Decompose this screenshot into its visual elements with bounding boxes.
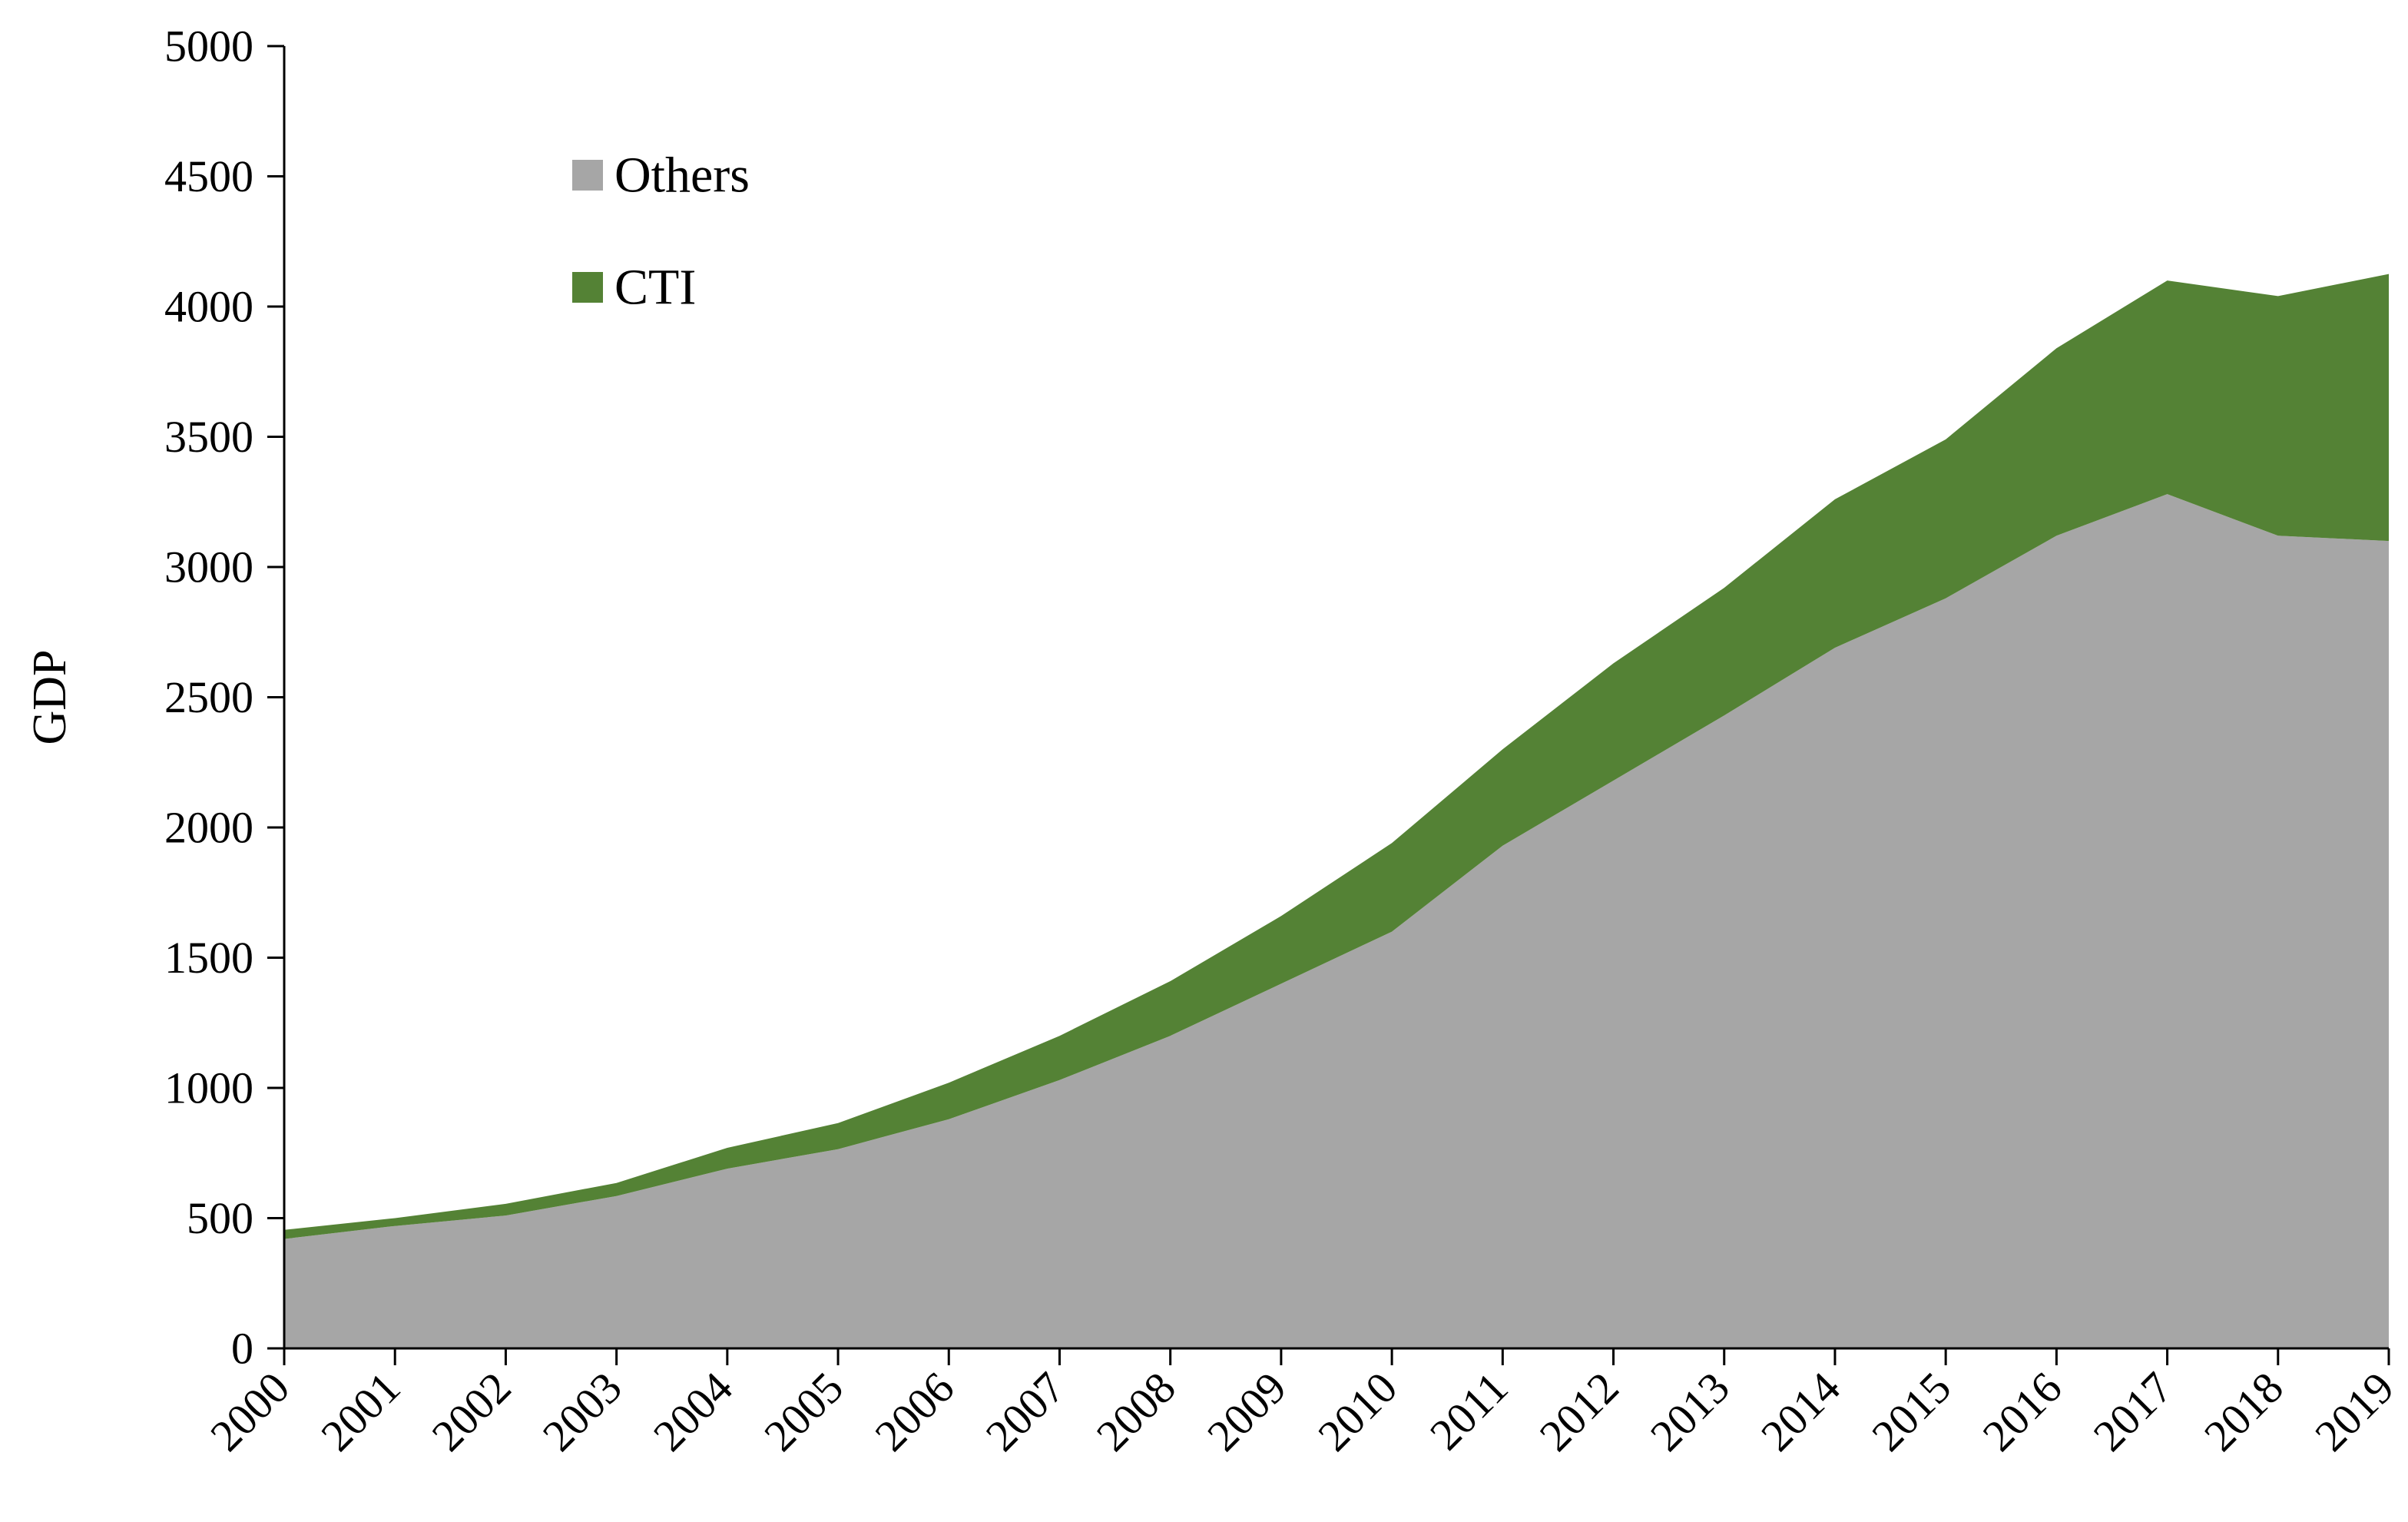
y-tick-label: 1500: [164, 933, 253, 983]
legend-label-cti: CTI: [614, 260, 696, 316]
x-tick-labels: 2000 2001 2002 2003 2004 2005 2006 2007 2008 2009…: [200, 1362, 2403, 1461]
y-tick-label: 3000: [164, 542, 253, 592]
y-tick-label: 3500: [164, 412, 253, 462]
x-tick-label: 2012: [1530, 1362, 1628, 1461]
y-tick-label: 2500: [164, 672, 253, 722]
x-tick-label: 2001: [311, 1362, 409, 1461]
y-tick-label: 4000: [164, 282, 253, 332]
x-tick-label: 2015: [1862, 1362, 1960, 1461]
legend-swatch-others: [572, 160, 603, 191]
area-others: [284, 494, 2389, 1348]
x-tick-label: 2009: [1197, 1362, 1296, 1461]
legend-swatch-cti: [572, 272, 603, 303]
legend: Others CTI: [572, 148, 750, 316]
x-tick-label: 2006: [865, 1362, 963, 1461]
x-tick-label: 2007: [976, 1362, 1075, 1461]
y-axis-title: GDP: [24, 649, 76, 744]
x-tick-label: 2005: [754, 1362, 853, 1461]
area-series-group: [284, 274, 2389, 1348]
legend-label-others: Others: [614, 148, 750, 204]
area-cti: [284, 274, 2389, 1239]
x-tick-label: 2003: [533, 1362, 631, 1461]
y-tick-label: 1000: [164, 1063, 253, 1113]
x-tick-label: 2019: [2305, 1362, 2403, 1461]
y-tick-label: 2000: [164, 803, 253, 853]
x-tick-label: 2011: [1420, 1362, 1517, 1459]
x-tick-label: 2000: [200, 1362, 299, 1461]
x-tick-label: 2013: [1641, 1362, 1739, 1461]
x-tick-label: 2008: [1087, 1362, 1185, 1461]
y-tick-label: 0: [231, 1324, 253, 1374]
y-tick-label: 500: [187, 1193, 253, 1243]
x-tick-label: 2002: [422, 1362, 521, 1461]
x-tick-label: 2016: [1973, 1362, 2072, 1461]
axes-group: [267, 45, 2390, 1365]
x-tick-label: 2018: [2194, 1362, 2293, 1461]
y-tick-label: 4500: [164, 151, 253, 201]
x-tick-label: 2010: [1308, 1362, 1406, 1461]
x-tick-label: 2017: [2084, 1362, 2182, 1461]
x-tick-label: 2004: [644, 1362, 742, 1461]
y-tick-label: 5000: [164, 22, 253, 71]
x-tick-label: 2014: [1751, 1362, 1850, 1461]
y-tick-labels: 0 500 1000 1500 2000 2500 3000 3500 4000 4500 5000: [164, 22, 253, 1374]
